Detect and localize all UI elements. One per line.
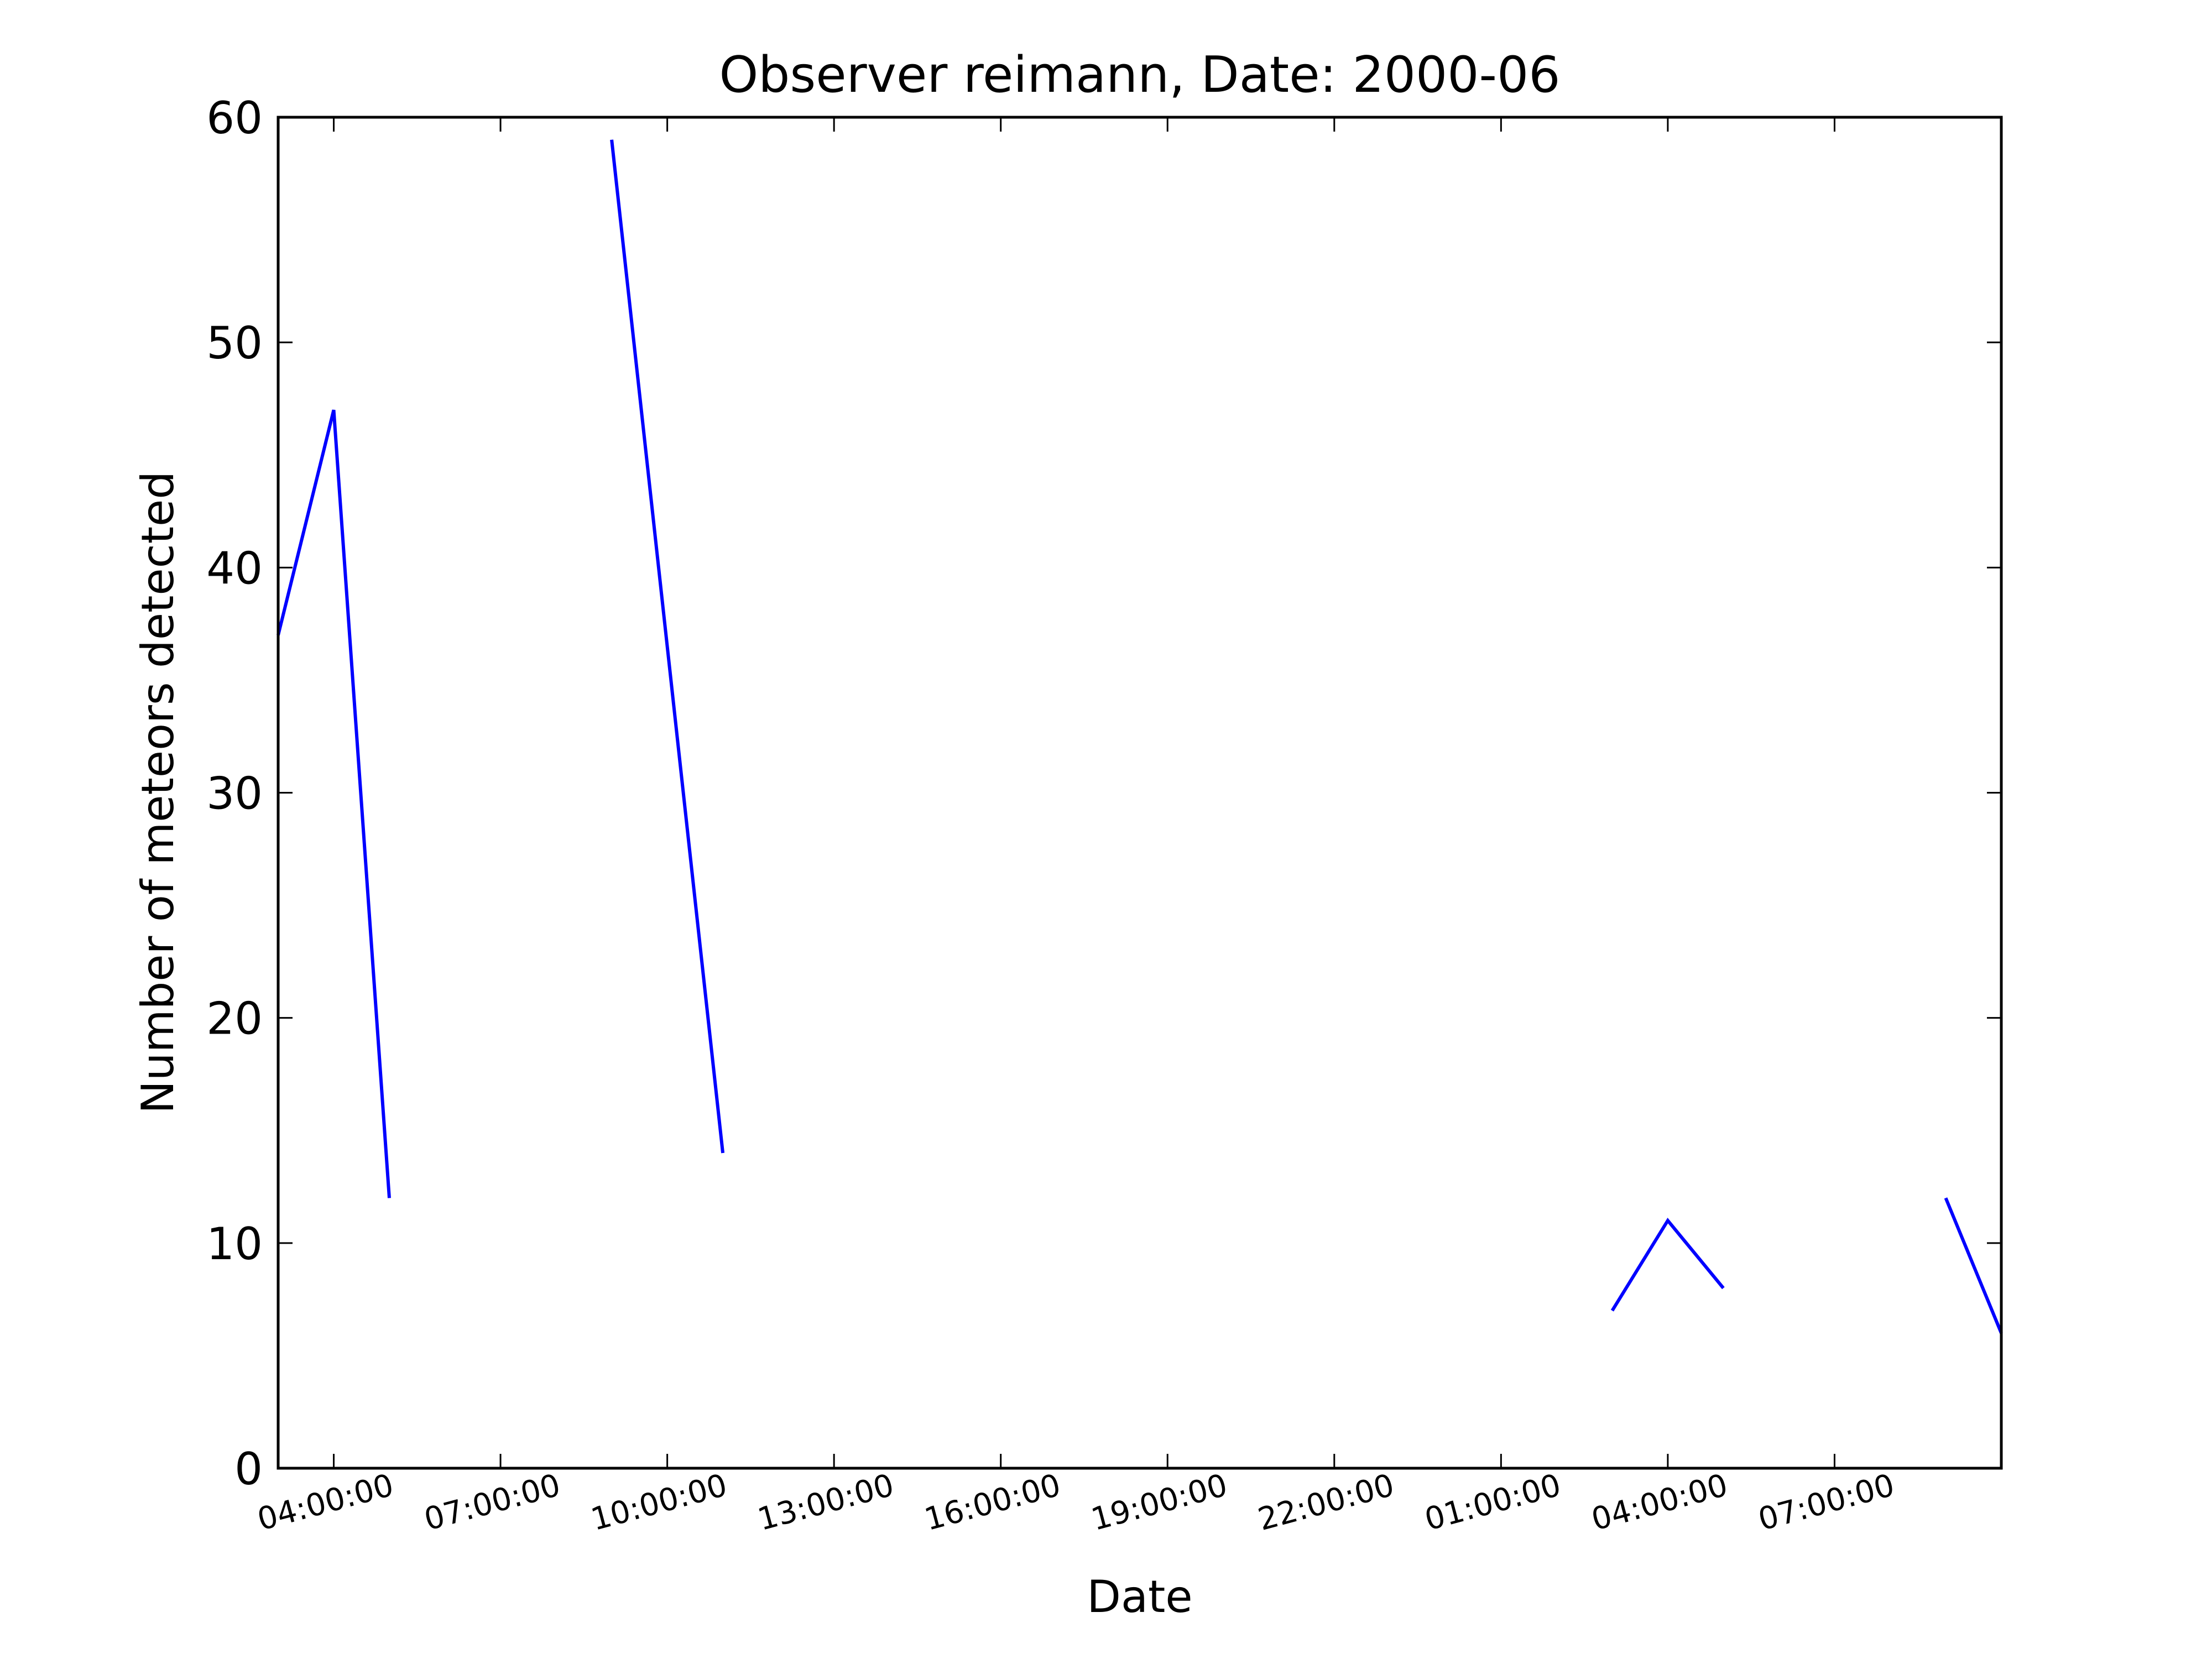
x-tick-label: 19:00:00 (1088, 1467, 1232, 1538)
x-axis: 04:00:00 07:00:00 10:00:00 13:00:00 16:00:00… (254, 117, 1898, 1538)
y-tick-label: 30 (206, 768, 263, 820)
y-axis: 0 10 20 30 40 50 60 (206, 92, 2001, 1495)
y-tick-label: 20 (206, 993, 263, 1045)
y-tick-label: 60 (206, 92, 263, 144)
series-line-segment (1944, 1197, 2003, 1334)
series-line-segment (276, 409, 391, 1198)
x-tick-label: 22:00:00 (1254, 1467, 1398, 1538)
y-tick-label: 40 (206, 542, 263, 594)
plot-area (276, 139, 2003, 1334)
plot-frame (276, 116, 2003, 1470)
y-axis-label: Number of meteors detected (132, 471, 184, 1114)
x-tick-label: 07:00:00 (420, 1467, 564, 1538)
y-tick-label: 0 (234, 1443, 263, 1495)
x-axis-label: Date (1087, 1571, 1192, 1623)
x-tick-label: 16:00:00 (921, 1467, 1065, 1538)
x-tick-label: 01:00:00 (1421, 1467, 1565, 1538)
x-tick-label: 10:00:00 (587, 1467, 731, 1538)
x-tick-label: 04:00:00 (1588, 1467, 1731, 1538)
y-tick-label: 10 (206, 1218, 263, 1270)
series-line-segment (610, 139, 725, 1154)
x-tick-label: 04:00:00 (254, 1467, 398, 1538)
chart-title: Observer reimann, Date: 2000-06 (719, 46, 1560, 104)
y-tick-label: 50 (206, 317, 263, 369)
x-tick-label: 13:00:00 (754, 1467, 898, 1538)
series-line-segment (1610, 1217, 1725, 1312)
x-tick-label: 07:00:00 (1755, 1467, 1898, 1538)
